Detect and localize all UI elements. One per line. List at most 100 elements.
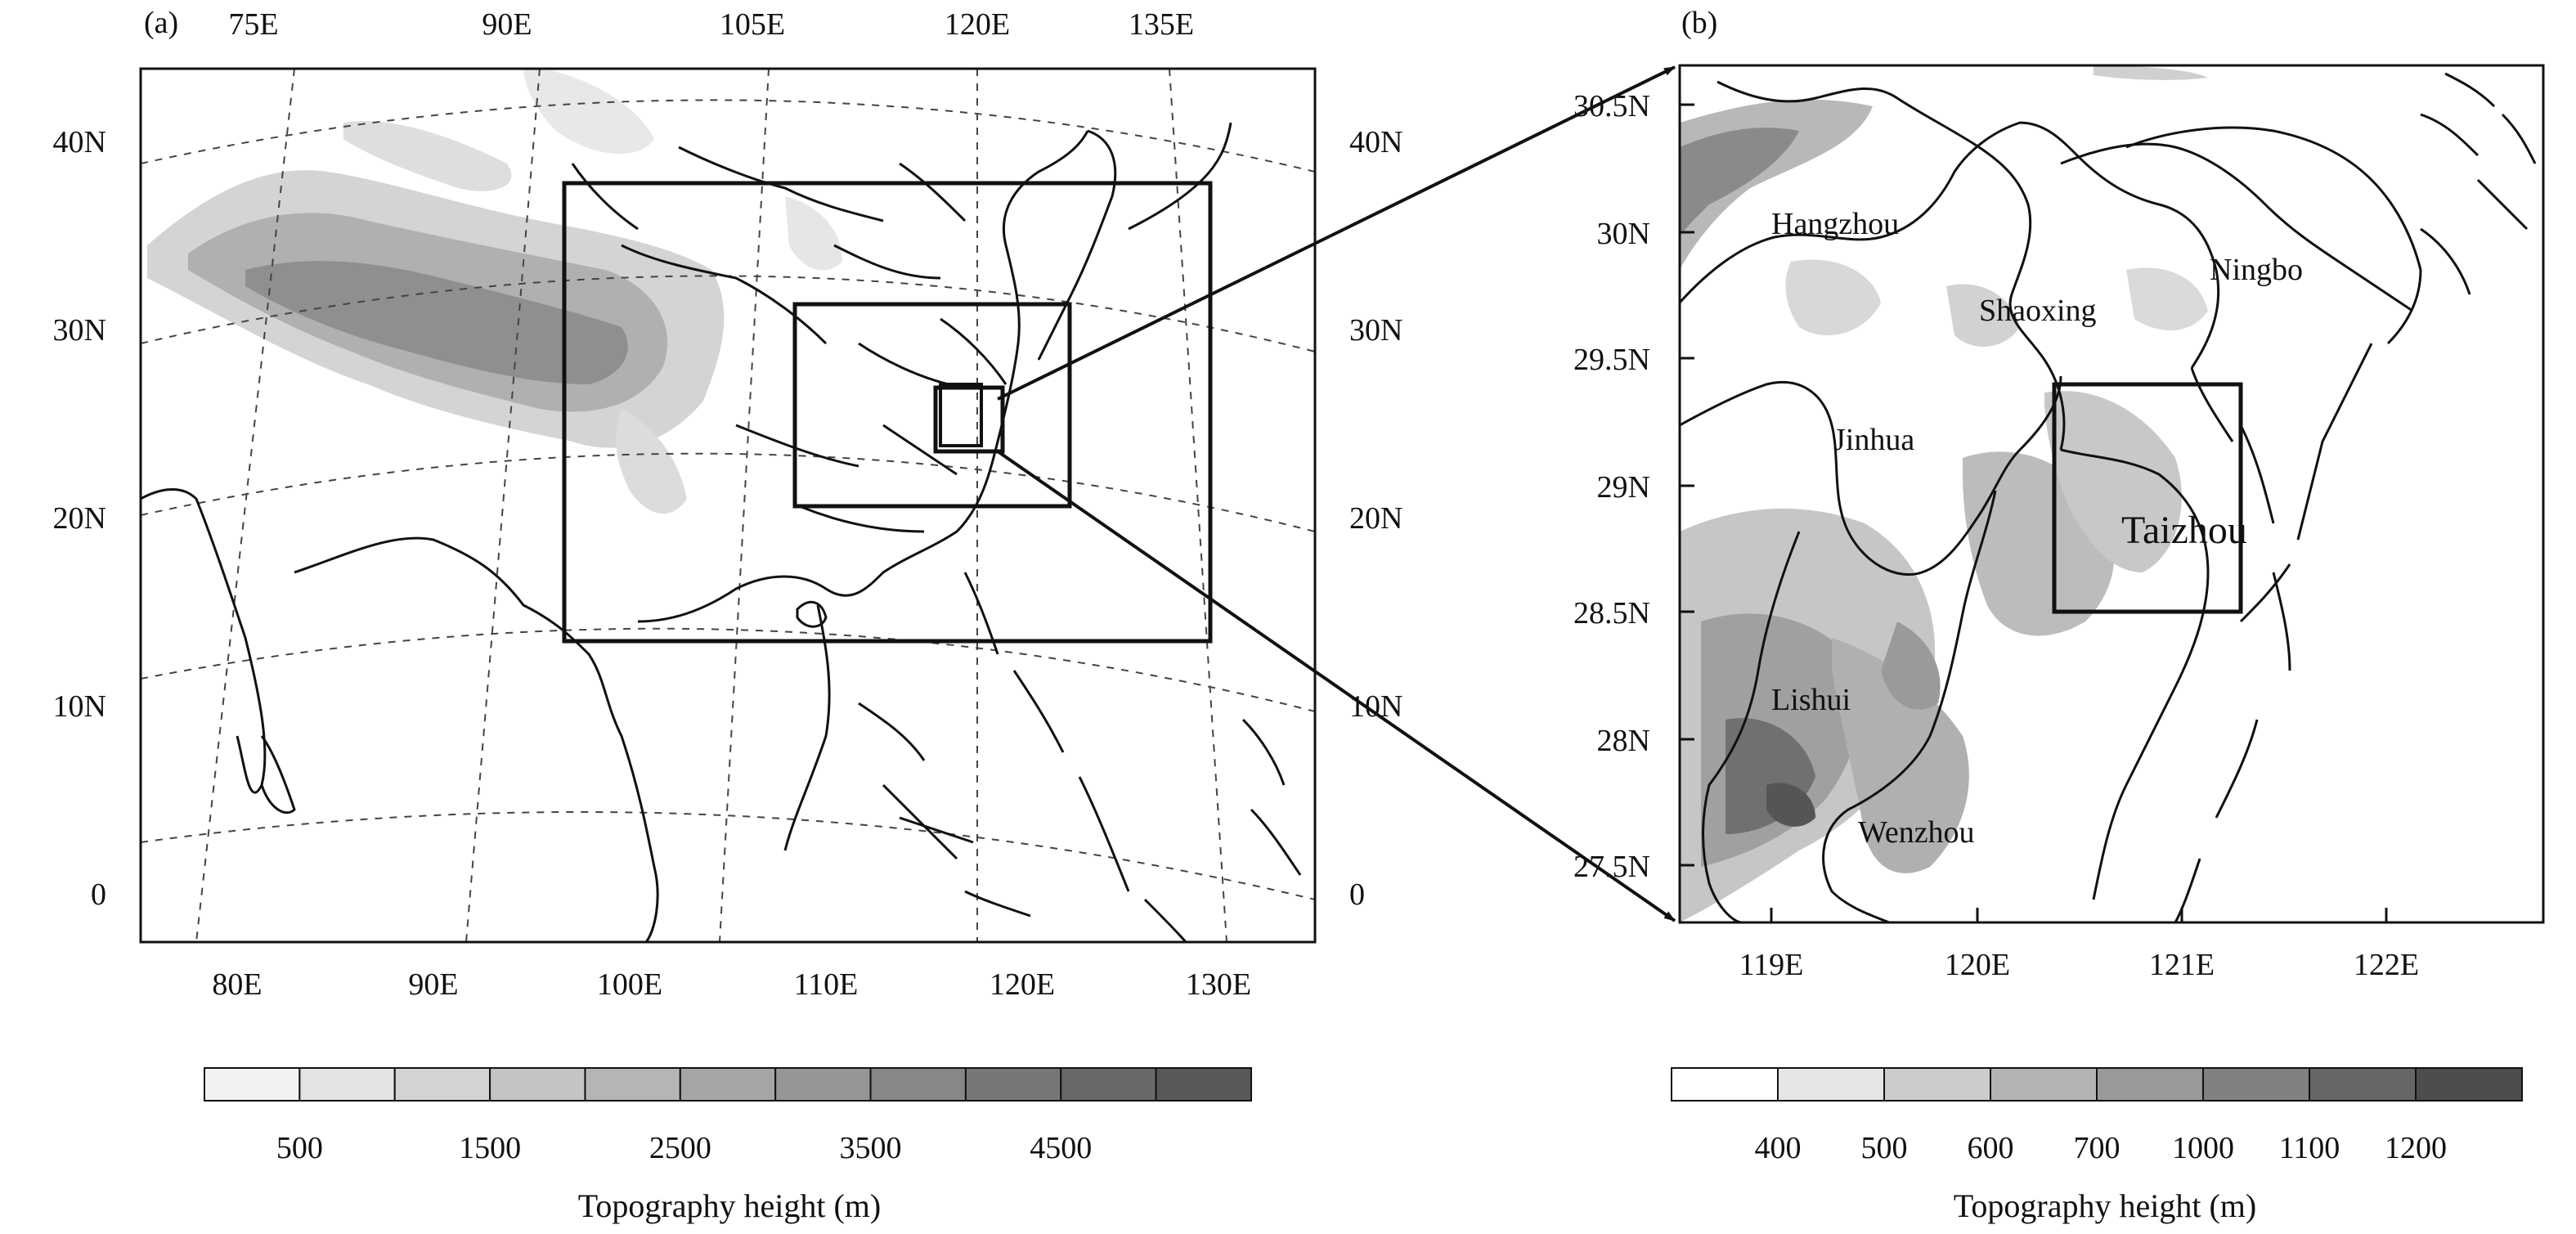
colorbar-b-tick-label: 1000 bbox=[2172, 1131, 2234, 1165]
colorbar-b-segment bbox=[2309, 1067, 2417, 1102]
colorbar-a-segment bbox=[393, 1067, 491, 1102]
domain-d04 bbox=[939, 383, 983, 447]
colorbar-b-segment bbox=[1990, 1067, 2098, 1102]
panel-a-domains bbox=[562, 181, 1213, 644]
taizhou-domain-box bbox=[2052, 382, 2243, 614]
panel-a-frame bbox=[139, 67, 1317, 944]
colorbar-a-tick-label: 3500 bbox=[840, 1131, 902, 1165]
colorbar-b-tick-label: 500 bbox=[1861, 1131, 1908, 1165]
lat-label: 28N bbox=[1597, 724, 1650, 758]
panel-b-lat-labels: 30.5N 30N 29.5N 29N 28.5N 28N 27.5N bbox=[1573, 89, 1650, 884]
colorbar-a-segment bbox=[584, 1067, 681, 1102]
colorbar-a-segment bbox=[1155, 1067, 1252, 1102]
lat-label: 29N bbox=[1597, 470, 1650, 505]
lon-label: 122E bbox=[2354, 948, 2419, 982]
lon-label: 119E bbox=[1739, 948, 1804, 982]
bottom-lon-label: 90E bbox=[408, 967, 458, 1002]
colorbar-a-tick-label: 1500 bbox=[459, 1131, 521, 1165]
panel-a-coastlines bbox=[141, 122, 1302, 942]
panel-b-label: (b) bbox=[1681, 6, 1717, 40]
left-lat-label: 0 bbox=[91, 877, 106, 912]
lon-label: 121E bbox=[2149, 948, 2215, 982]
left-lat-label: 10N bbox=[53, 689, 106, 724]
city-label-ningbo: Ningbo bbox=[2210, 253, 2303, 287]
bottom-lon-label: 100E bbox=[597, 967, 662, 1002]
colorbar-a-tick-label: 4500 bbox=[1030, 1131, 1092, 1165]
bottom-lon-label: 130E bbox=[1186, 967, 1251, 1002]
domain-d03 bbox=[933, 385, 1005, 454]
right-lat-label: 40N bbox=[1349, 125, 1402, 159]
colorbar-b-segment bbox=[2202, 1067, 2310, 1102]
bottom-lon-label: 80E bbox=[212, 967, 262, 1002]
colorbar-a-tick-label: 500 bbox=[276, 1131, 323, 1165]
lat-label: 28.5N bbox=[1573, 596, 1650, 630]
panel-a-label: (a) bbox=[144, 6, 178, 40]
city-label-lishui: Lishui bbox=[1771, 683, 1851, 717]
panel-b-map bbox=[1680, 65, 2537, 922]
lat-label: 29.5N bbox=[1573, 343, 1650, 377]
colorbar-b-tick-label: 1200 bbox=[2385, 1131, 2447, 1165]
colorbar-b-tick-label: 400 bbox=[1755, 1131, 1802, 1165]
bottom-lon-label: 120E bbox=[990, 967, 1055, 1002]
panel-b-axis-ticks bbox=[1680, 103, 2388, 922]
panel-a-bottom-lon-labels: 80E 90E 100E 110E 120E 130E bbox=[212, 967, 1251, 1002]
domain-d01 bbox=[562, 181, 1213, 644]
right-lat-label: 20N bbox=[1349, 501, 1402, 536]
panel-b-colorbar-ticks: 400 500 600 700 1000 1100 1200 bbox=[1755, 1131, 2448, 1165]
lat-label: 30.5N bbox=[1573, 89, 1650, 123]
colorbar-a-segment bbox=[204, 1067, 301, 1102]
colorbar-b-segment bbox=[1671, 1067, 1779, 1102]
left-lat-label: 30N bbox=[53, 313, 106, 348]
top-lon-label: 120E bbox=[945, 7, 1010, 42]
colorbar-a-segment bbox=[679, 1067, 777, 1102]
colorbar-b-segment bbox=[2096, 1067, 2204, 1102]
panel-b-topography bbox=[1680, 65, 2208, 922]
city-label-wenzhou: Wenzhou bbox=[1858, 815, 1975, 850]
right-lat-label: 10N bbox=[1349, 689, 1402, 724]
panel-b-boundaries bbox=[1680, 72, 2537, 922]
panel-a-colorbar-title: Topography height (m) bbox=[578, 1187, 881, 1224]
colorbar-a-tick-label: 2500 bbox=[649, 1131, 711, 1165]
panel-a-map bbox=[141, 69, 1315, 942]
bottom-lon-label: 110E bbox=[794, 967, 859, 1002]
colorbar-b-tick-label: 1100 bbox=[2279, 1131, 2340, 1165]
panel-b-colorbar bbox=[1671, 1067, 2523, 1102]
city-label-jinhua: Jinhua bbox=[1833, 423, 1914, 457]
colorbar-b-tick-label: 700 bbox=[2074, 1131, 2120, 1165]
panel-a-colorbar bbox=[204, 1067, 1252, 1102]
panel-a-left-lat-labels: 40N 30N 20N 10N 0 bbox=[53, 125, 106, 912]
colorbar-a-segment bbox=[964, 1067, 1062, 1102]
colorbar-a-segment bbox=[298, 1067, 396, 1102]
colorbar-a-segment bbox=[869, 1067, 967, 1102]
domain-d02 bbox=[792, 302, 1072, 509]
left-lat-label: 40N bbox=[53, 125, 106, 159]
lat-label: 30N bbox=[1597, 217, 1650, 251]
panel-a-colorbar-ticks: 500 1500 2500 3500 4500 bbox=[276, 1131, 1092, 1165]
city-label-shaoxing: Shaoxing bbox=[1979, 294, 2097, 328]
panel-b-frame bbox=[1678, 64, 2545, 924]
panel-b-lon-labels: 119E 120E 121E 122E bbox=[1739, 948, 2420, 982]
lat-label: 27.5N bbox=[1573, 850, 1650, 884]
colorbar-a-segment bbox=[1060, 1067, 1157, 1102]
lon-label: 120E bbox=[1945, 948, 2010, 982]
colorbar-b-segment bbox=[2415, 1067, 2523, 1102]
top-lon-label: 135E bbox=[1129, 7, 1194, 42]
panel-a-graticule bbox=[141, 69, 1315, 942]
top-lon-label: 75E bbox=[228, 7, 278, 42]
colorbar-b-tick-label: 600 bbox=[1968, 1131, 2014, 1165]
panel-b-city-labels: Hangzhou Shaoxing Ningbo Jinhua Taizhou Lishu… bbox=[1771, 207, 2303, 850]
city-label-hangzhou: Hangzhou bbox=[1771, 207, 1899, 241]
panel-a-right-lat-labels: 40N 30N 20N 10N 0 bbox=[1349, 125, 1402, 912]
right-lat-label: 0 bbox=[1349, 877, 1365, 912]
right-lat-label: 30N bbox=[1349, 313, 1402, 348]
left-lat-label: 20N bbox=[53, 501, 106, 536]
top-lon-label: 90E bbox=[482, 7, 532, 42]
colorbar-b-segment bbox=[1777, 1067, 1885, 1102]
colorbar-b-segment bbox=[1883, 1067, 1991, 1102]
top-lon-label: 105E bbox=[720, 7, 785, 42]
city-label-taizhou: Taizhou bbox=[2121, 509, 2247, 552]
panel-a-topography bbox=[147, 69, 842, 514]
zoom-arrow-bottom bbox=[996, 450, 1676, 922]
